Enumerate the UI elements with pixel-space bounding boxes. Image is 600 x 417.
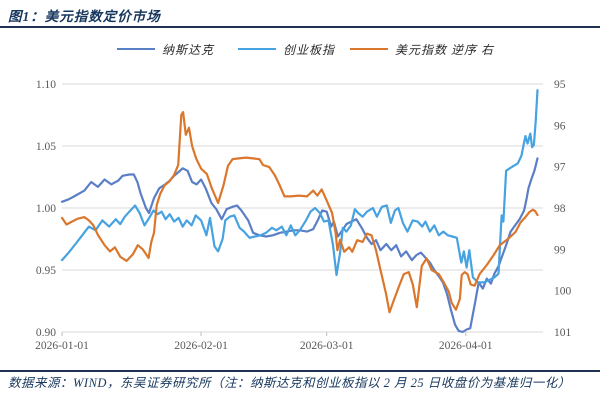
- figure-title: 图1：美元指数定价市场: [8, 9, 161, 24]
- legend-line-icon: [238, 48, 276, 50]
- svg-text:2026-02-01: 2026-02-01: [174, 340, 228, 352]
- legend-item-usd-index: 美元指数 逆序 右: [350, 41, 494, 57]
- svg-text:98: 98: [554, 203, 566, 215]
- svg-text:2026-03-01: 2026-03-01: [300, 340, 354, 352]
- svg-text:1.05: 1.05: [36, 141, 56, 153]
- legend-item-chinext: 创业板指: [238, 41, 335, 57]
- svg-text:97: 97: [554, 162, 566, 174]
- svg-text:95: 95: [554, 79, 566, 91]
- svg-text:100: 100: [554, 286, 572, 298]
- svg-text:99: 99: [554, 244, 566, 256]
- legend-label: 美元指数 逆序 右: [395, 42, 495, 57]
- title-divider: [0, 26, 600, 28]
- svg-text:101: 101: [554, 327, 572, 339]
- svg-text:1.00: 1.00: [36, 203, 56, 215]
- svg-text:0.90: 0.90: [36, 327, 56, 339]
- legend-line-icon: [117, 48, 155, 50]
- legend-item-nasdaq: 纳斯达克: [117, 41, 214, 57]
- source-note: 数据来源：WIND，东吴证券研究所（注：纳斯达克和创业板指以 2 月 25 日收…: [8, 376, 571, 390]
- legend-line-icon: [350, 48, 388, 50]
- footer-divider: [0, 370, 600, 372]
- chart-legend: 纳斯达克 创业板指 美元指数 逆序 右: [0, 41, 600, 57]
- svg-text:0.95: 0.95: [36, 265, 56, 277]
- svg-text:96: 96: [554, 120, 566, 132]
- svg-text:2026-01-01: 2026-01-01: [35, 340, 89, 352]
- svg-text:2026-04-01: 2026-04-01: [439, 340, 493, 352]
- svg-text:1.10: 1.10: [36, 79, 56, 91]
- legend-label: 创业板指: [283, 42, 336, 57]
- legend-label: 纳斯达克: [162, 42, 215, 57]
